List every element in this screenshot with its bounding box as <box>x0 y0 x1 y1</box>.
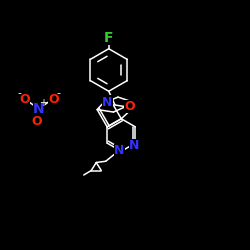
Text: O: O <box>31 115 42 128</box>
Text: O: O <box>19 93 30 106</box>
Text: N: N <box>33 102 44 116</box>
Text: O: O <box>48 93 58 106</box>
Text: F: F <box>104 30 114 44</box>
Text: N: N <box>114 144 124 157</box>
Text: O: O <box>124 100 135 113</box>
Text: -: - <box>17 88 21 98</box>
Text: N: N <box>102 96 113 108</box>
Text: +: + <box>39 98 47 108</box>
Text: -: - <box>57 88 61 98</box>
Text: N: N <box>129 139 139 152</box>
